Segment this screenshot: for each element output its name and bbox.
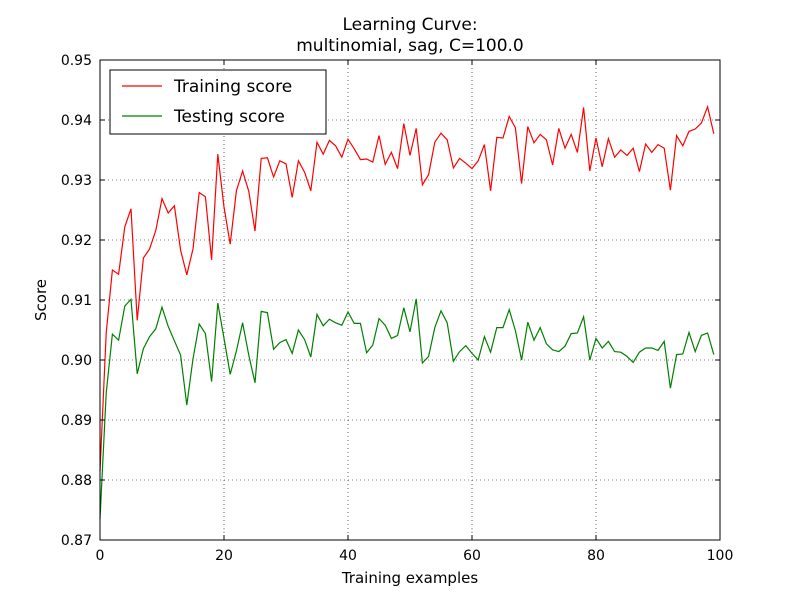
chart-title: Learning Curve: — [342, 15, 477, 35]
x-tick-label: 60 — [463, 548, 481, 564]
legend-label-testing: Testing score — [173, 107, 285, 127]
legend: Training score Testing score — [109, 69, 327, 135]
x-axis-label: Training examples — [341, 569, 479, 587]
y-tick-label: 0.91 — [61, 293, 92, 309]
y-tick-label: 0.95 — [61, 53, 92, 69]
y-axis-label: Score — [32, 279, 50, 321]
legend-box — [109, 69, 327, 135]
y-tick-label: 0.92 — [61, 233, 92, 249]
y-tick-label: 0.89 — [61, 413, 92, 429]
y-tick-label: 0.88 — [61, 473, 92, 489]
chart-subtitle: multinomial, sag, C=100.0 — [296, 36, 524, 56]
x-tick-label: 80 — [587, 548, 605, 564]
series-line-testing — [99, 298, 715, 520]
series-lines — [99, 104, 715, 520]
y-tick-label: 0.94 — [61, 113, 92, 129]
legend-label-training: Training score — [173, 77, 292, 97]
x-tick-label: 0 — [96, 548, 105, 564]
x-tick-label: 40 — [339, 548, 357, 564]
y-tick-label: 0.90 — [61, 353, 92, 369]
y-tick-label: 0.93 — [61, 173, 92, 189]
series-line-training — [99, 104, 715, 472]
axis-ticks: 0 20 40 60 80 100 0.87 0.88 0.89 0.90 0.91 0.92 0.93… — [61, 53, 734, 564]
x-tick-label: 20 — [215, 548, 233, 564]
x-tick-label: 100 — [707, 548, 734, 564]
y-tick-label: 0.87 — [61, 533, 92, 549]
